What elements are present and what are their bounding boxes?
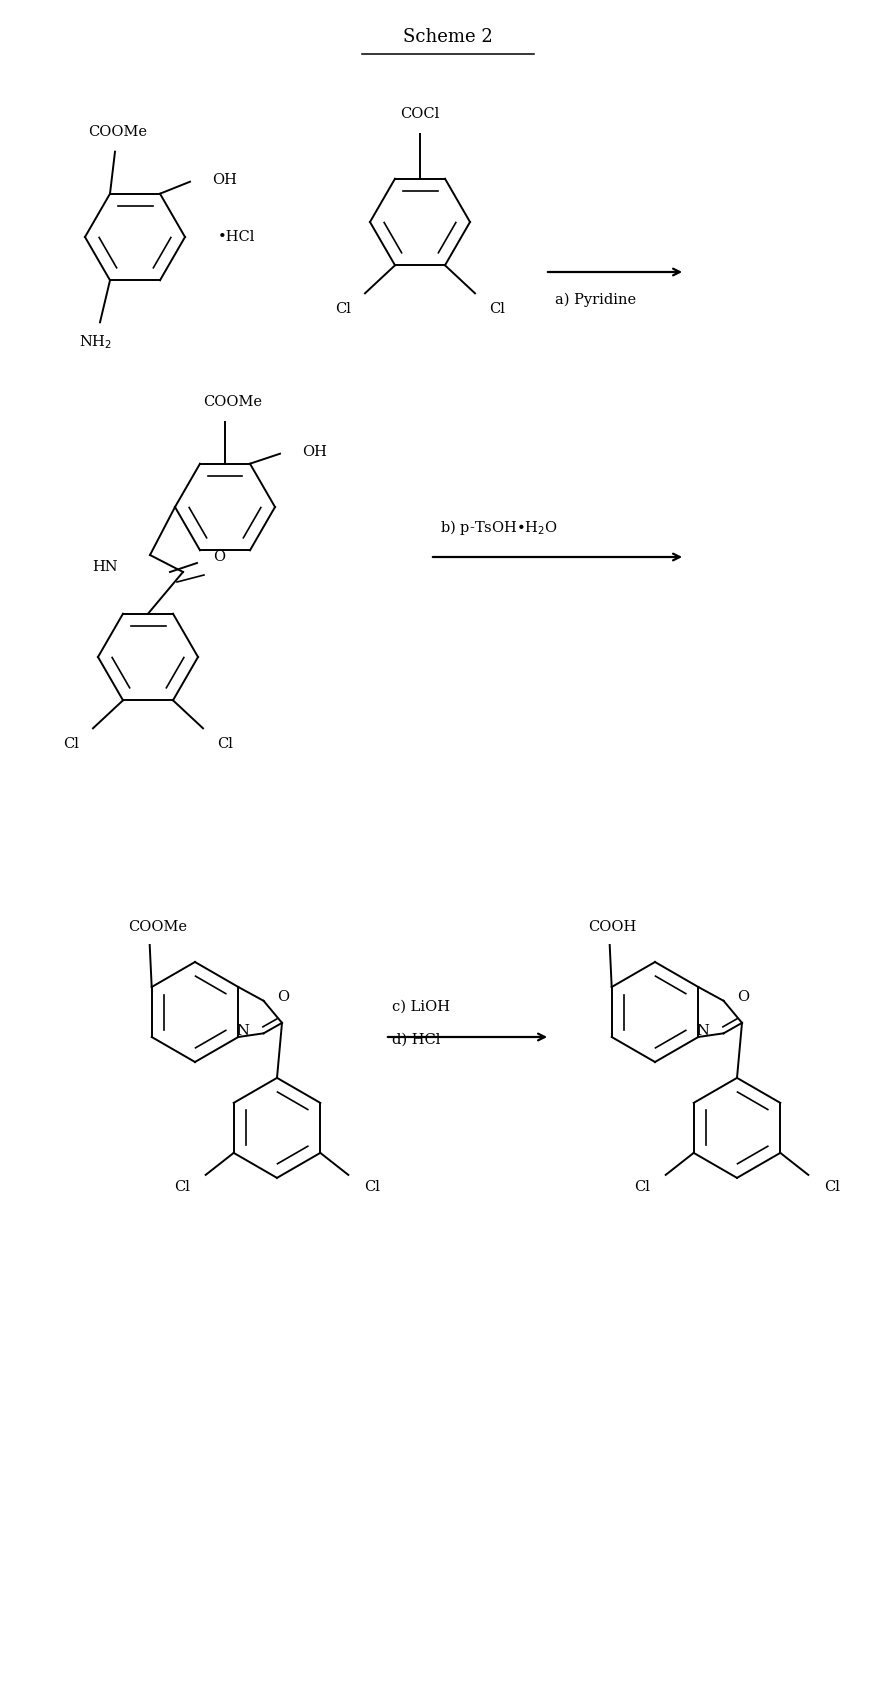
Text: OH: OH xyxy=(302,445,327,459)
Text: d) HCl: d) HCl xyxy=(392,1034,440,1047)
Text: b) p-TsOH•H$_2$O: b) p-TsOH•H$_2$O xyxy=(440,518,558,536)
Text: O: O xyxy=(278,990,289,1003)
Text: COOH: COOH xyxy=(588,920,636,934)
Text: COOMe: COOMe xyxy=(203,394,262,409)
Text: N: N xyxy=(697,1024,710,1039)
Text: Cl: Cl xyxy=(824,1179,840,1195)
Text: c) LiOH: c) LiOH xyxy=(392,1000,450,1014)
Text: Cl: Cl xyxy=(365,1179,380,1195)
Text: Cl: Cl xyxy=(174,1179,190,1195)
Text: COOMe: COOMe xyxy=(88,125,147,139)
Text: COCl: COCl xyxy=(400,107,439,120)
Text: COOMe: COOMe xyxy=(128,920,186,934)
Text: N: N xyxy=(237,1024,250,1039)
Text: Cl: Cl xyxy=(335,303,351,316)
Text: a) Pyridine: a) Pyridine xyxy=(555,293,636,308)
Text: Cl: Cl xyxy=(217,738,233,751)
Text: Cl: Cl xyxy=(63,738,79,751)
Text: •HCl: •HCl xyxy=(218,230,255,244)
Text: O: O xyxy=(737,990,750,1003)
Text: O: O xyxy=(213,550,225,563)
Text: NH$_2$: NH$_2$ xyxy=(80,333,113,352)
Text: Cl: Cl xyxy=(489,303,505,316)
Text: Cl: Cl xyxy=(633,1179,650,1195)
Text: Scheme 2: Scheme 2 xyxy=(403,29,493,46)
Text: OH: OH xyxy=(212,173,237,186)
Text: HN: HN xyxy=(92,560,118,574)
